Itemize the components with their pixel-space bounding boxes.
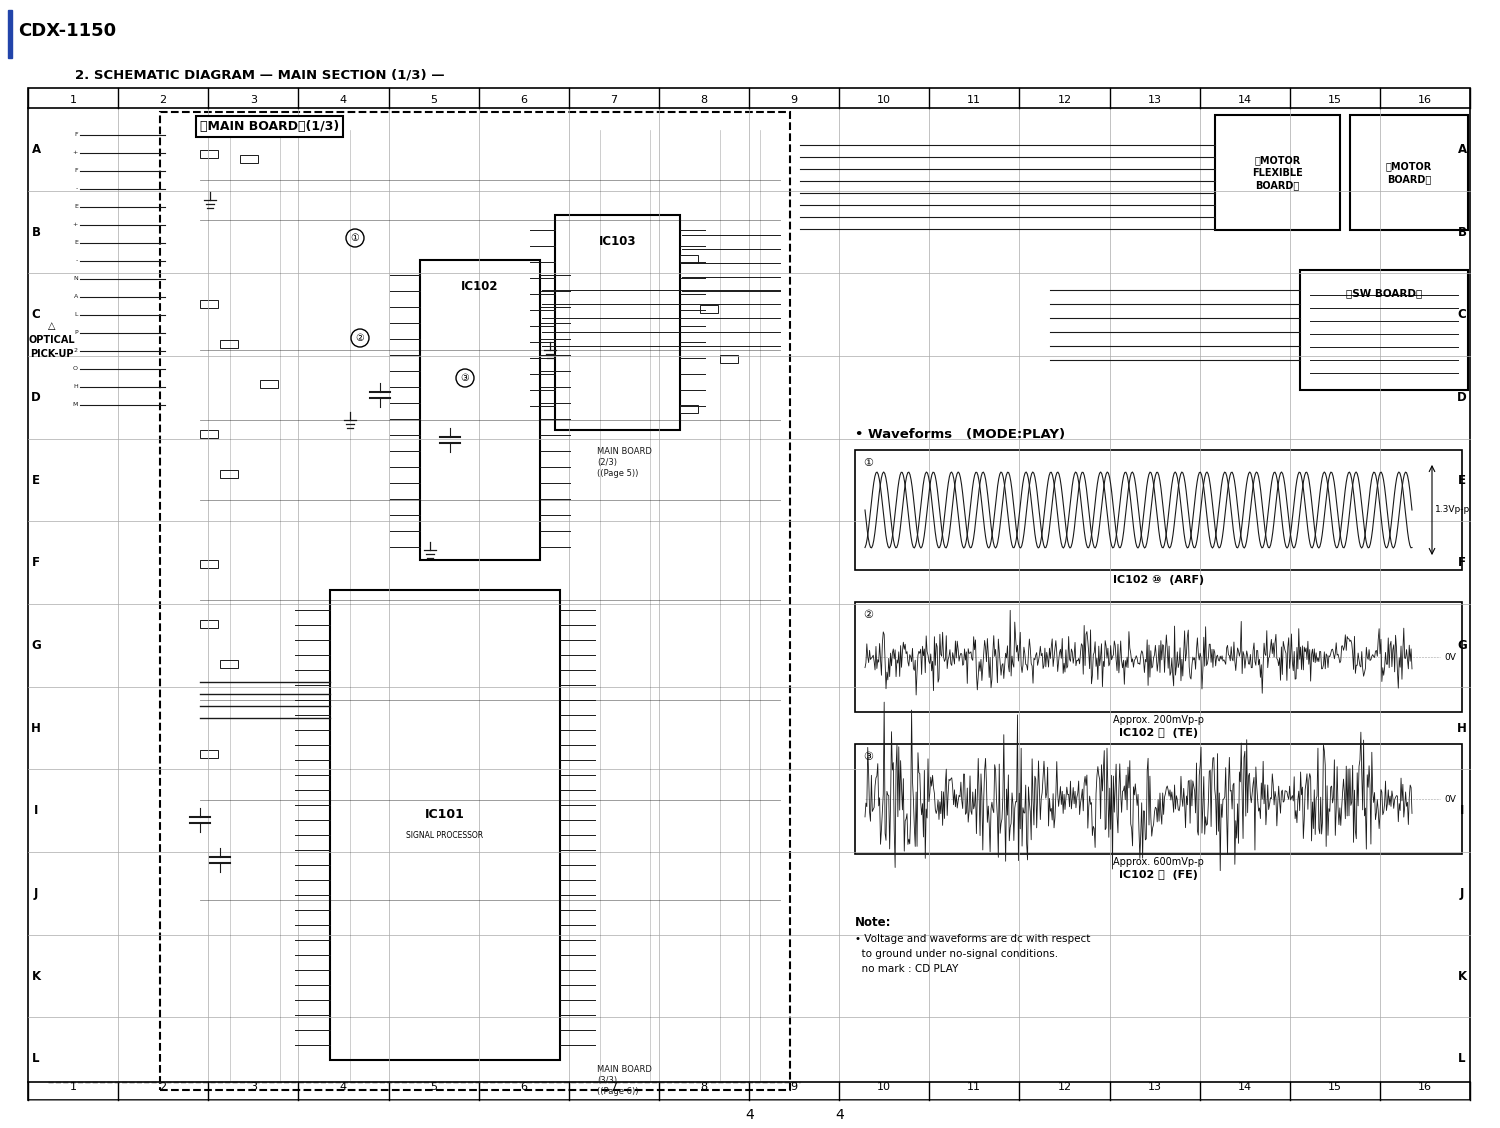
Text: -: - [75, 186, 78, 192]
Text: △
OPTICAL
PICK-UP: △ OPTICAL PICK-UP [28, 321, 75, 359]
Text: O: O [74, 367, 78, 371]
Text: F: F [1458, 556, 1466, 570]
Text: 0V: 0V [1444, 794, 1456, 803]
Text: 4: 4 [340, 1082, 346, 1092]
Text: 2. SCHEMATIC DIAGRAM — MAIN SECTION (1/3) —: 2. SCHEMATIC DIAGRAM — MAIN SECTION (1/3… [75, 68, 444, 81]
Text: B: B [1458, 226, 1467, 238]
Bar [420, 259, 540, 559]
Text: P: P [75, 331, 78, 335]
Text: N: N [74, 276, 78, 282]
Text: D: D [1456, 390, 1467, 404]
Text: L: L [33, 1052, 39, 1065]
Text: 9: 9 [790, 1082, 798, 1092]
Bar [160, 112, 791, 1090]
Text: E: E [1458, 474, 1466, 486]
Text: 1.3Vp-p: 1.3Vp-p [1436, 505, 1470, 514]
Bar [28, 88, 1470, 1100]
Text: ③: ③ [460, 373, 470, 384]
Text: 7: 7 [610, 95, 618, 105]
Text: 3: 3 [251, 95, 257, 105]
Text: 4: 4 [836, 1108, 844, 1122]
Text: 11: 11 [968, 1082, 981, 1092]
Bar [330, 590, 560, 1060]
Bar [200, 430, 217, 438]
Bar [680, 255, 698, 263]
Text: 15: 15 [1328, 95, 1342, 105]
Bar [1215, 115, 1340, 230]
Text: 13: 13 [1148, 1082, 1161, 1092]
Text: 1: 1 [69, 95, 76, 105]
Bar [855, 450, 1462, 570]
Text: 1: 1 [69, 1082, 76, 1092]
Bar [200, 750, 217, 758]
Text: +: + [72, 150, 78, 156]
Text: A: A [74, 294, 78, 300]
Text: D: D [32, 390, 40, 404]
Text: C: C [32, 308, 40, 321]
Text: -: - [75, 258, 78, 264]
Text: 16: 16 [1418, 1082, 1432, 1092]
Text: H: H [74, 385, 78, 389]
Text: +: + [72, 222, 78, 228]
Text: M: M [72, 403, 78, 407]
Text: SIGNAL PROCESSOR: SIGNAL PROCESSOR [406, 830, 483, 839]
Bar [220, 660, 238, 668]
Text: IC102 ⑫  (FE): IC102 ⑫ (FE) [1119, 870, 1198, 880]
Text: MAIN BOARD
(2/3)
((Page 5)): MAIN BOARD (2/3) ((Page 5)) [597, 447, 652, 478]
Text: L: L [1458, 1052, 1466, 1065]
Text: B: B [32, 226, 40, 238]
Text: 10: 10 [878, 1082, 891, 1092]
Text: J: J [34, 887, 38, 900]
Bar [260, 380, 278, 388]
Text: A: A [1458, 143, 1467, 156]
Text: • Voltage and waveforms are dc with respect
  to ground under no-signal conditio: • Voltage and waveforms are dc with resp… [855, 934, 1090, 973]
Bar [200, 150, 217, 158]
Text: C: C [1458, 308, 1467, 321]
Text: J: J [1460, 887, 1464, 900]
Text: G: G [1456, 638, 1467, 652]
Text: ①: ① [351, 233, 360, 243]
Text: 4: 4 [340, 95, 346, 105]
Bar [220, 340, 238, 349]
Text: 16: 16 [1418, 95, 1432, 105]
Text: E: E [74, 240, 78, 246]
Text: IC102: IC102 [462, 280, 498, 293]
Circle shape [456, 369, 474, 387]
Text: ①: ① [862, 458, 873, 468]
Text: I: I [34, 804, 38, 817]
Bar [200, 300, 217, 308]
Bar [855, 602, 1462, 712]
Text: 4: 4 [746, 1108, 754, 1122]
Text: K: K [32, 969, 40, 982]
Text: F: F [75, 132, 78, 138]
Text: G: G [32, 638, 40, 652]
Text: Approx. 600mVp-p: Approx. 600mVp-p [1113, 857, 1204, 867]
Circle shape [351, 329, 369, 347]
Text: • Waveforms   (MODE:PLAY): • Waveforms (MODE:PLAY) [855, 428, 1065, 441]
Text: Note:: Note: [855, 916, 891, 929]
Text: 【MAIN BOARD】(1/3): 【MAIN BOARD】(1/3) [200, 120, 339, 133]
Text: E: E [32, 474, 40, 486]
Text: 12: 12 [1058, 95, 1071, 105]
Text: 6: 6 [520, 95, 526, 105]
Text: 8: 8 [700, 95, 708, 105]
Bar [1350, 115, 1468, 230]
Text: ②: ② [862, 610, 873, 620]
Text: 5: 5 [430, 95, 436, 105]
Text: 【MOTOR
FLEXIBLE
BOARD】: 【MOTOR FLEXIBLE BOARD】 [1252, 156, 1304, 190]
Text: 7: 7 [610, 1082, 618, 1092]
Bar [1300, 270, 1468, 390]
Text: Approx. 200mVp-p: Approx. 200mVp-p [1113, 715, 1204, 725]
Text: 【MOTOR
BOARD】: 【MOTOR BOARD】 [1386, 161, 1432, 184]
Text: 10: 10 [878, 95, 891, 105]
Circle shape [346, 229, 364, 247]
Text: L: L [75, 312, 78, 317]
Text: 11: 11 [968, 95, 981, 105]
Text: MAIN BOARD
(3/3)
((Page 6)): MAIN BOARD (3/3) ((Page 6)) [597, 1065, 652, 1096]
Text: CDX-1150: CDX-1150 [18, 23, 116, 39]
Text: ③: ③ [862, 752, 873, 763]
Text: 14: 14 [1238, 95, 1251, 105]
Bar [720, 355, 738, 363]
Text: 【SW BOARD】: 【SW BOARD】 [1346, 288, 1422, 298]
Text: I: I [1460, 804, 1464, 817]
